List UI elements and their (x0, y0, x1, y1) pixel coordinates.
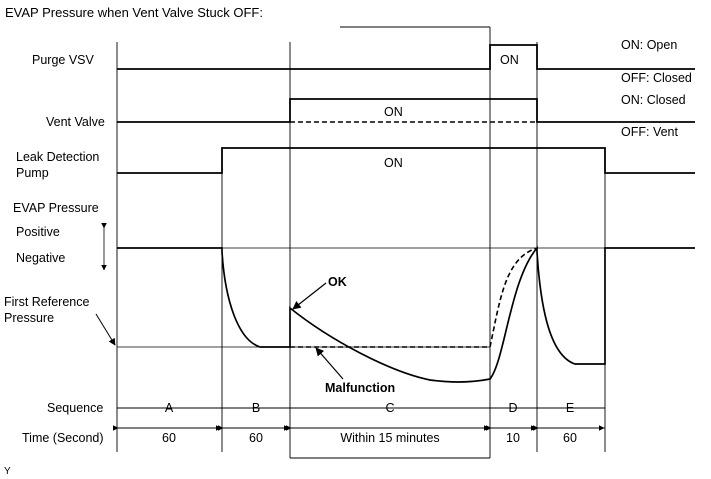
diagram-title: EVAP Pressure when Vent Valve Stuck OFF: (5, 5, 263, 20)
first-ref-arrow (95, 313, 116, 346)
purge-vsv-on: ON (500, 53, 519, 67)
vent-valve-label: Vent Valve (46, 115, 105, 129)
malfunction-label: Malfunction (325, 381, 395, 395)
purge-vsv-label: Purge VSV (32, 53, 95, 67)
sequence-b: B (252, 401, 260, 415)
time-a: 60 (162, 431, 176, 445)
leak-pump-signal (117, 147, 695, 174)
leak-pump-label-2: Pump (16, 166, 49, 180)
time-b: 60 (249, 431, 263, 445)
vent-off-vent: OFF: Vent (621, 125, 678, 139)
leak-pump-on: ON (384, 156, 403, 170)
negative-label: Negative (16, 251, 65, 265)
evap-pressure-label: EVAP Pressure (13, 201, 99, 215)
ok-arrow (292, 282, 327, 310)
time-c: Within 15 minutes (340, 431, 439, 445)
ok-label: OK (328, 275, 347, 289)
sequence-e: E (566, 401, 574, 415)
leak-pump-label-1: Leak Detection (16, 150, 99, 164)
malfunction-arrow (315, 347, 344, 380)
first-ref-label-1: First Reference (4, 295, 89, 309)
vent-valve-signal (117, 98, 695, 123)
evap-pressure-curve-malfunction (290, 247, 538, 348)
vent-valve-on: ON (384, 105, 403, 119)
sequence-d: D (508, 401, 517, 415)
sequence-a: A (165, 401, 174, 415)
purge-off-closed: OFF: Closed (621, 71, 692, 85)
sequence-label: Sequence (47, 401, 103, 415)
evap-pressure-curve-ok (117, 245, 695, 383)
purge-on-open: ON: Open (621, 38, 677, 52)
positive-label: Positive (16, 225, 60, 239)
figure-code: Y (4, 466, 11, 477)
sequence-c: C (385, 401, 394, 415)
time-label: Time (Second) (22, 431, 104, 445)
vent-on-closed: ON: Closed (621, 93, 686, 107)
time-d: 10 (506, 431, 520, 445)
first-ref-label-2: Pressure (4, 311, 54, 325)
time-e: 60 (563, 431, 577, 445)
purge-vsv-signal (117, 44, 695, 70)
